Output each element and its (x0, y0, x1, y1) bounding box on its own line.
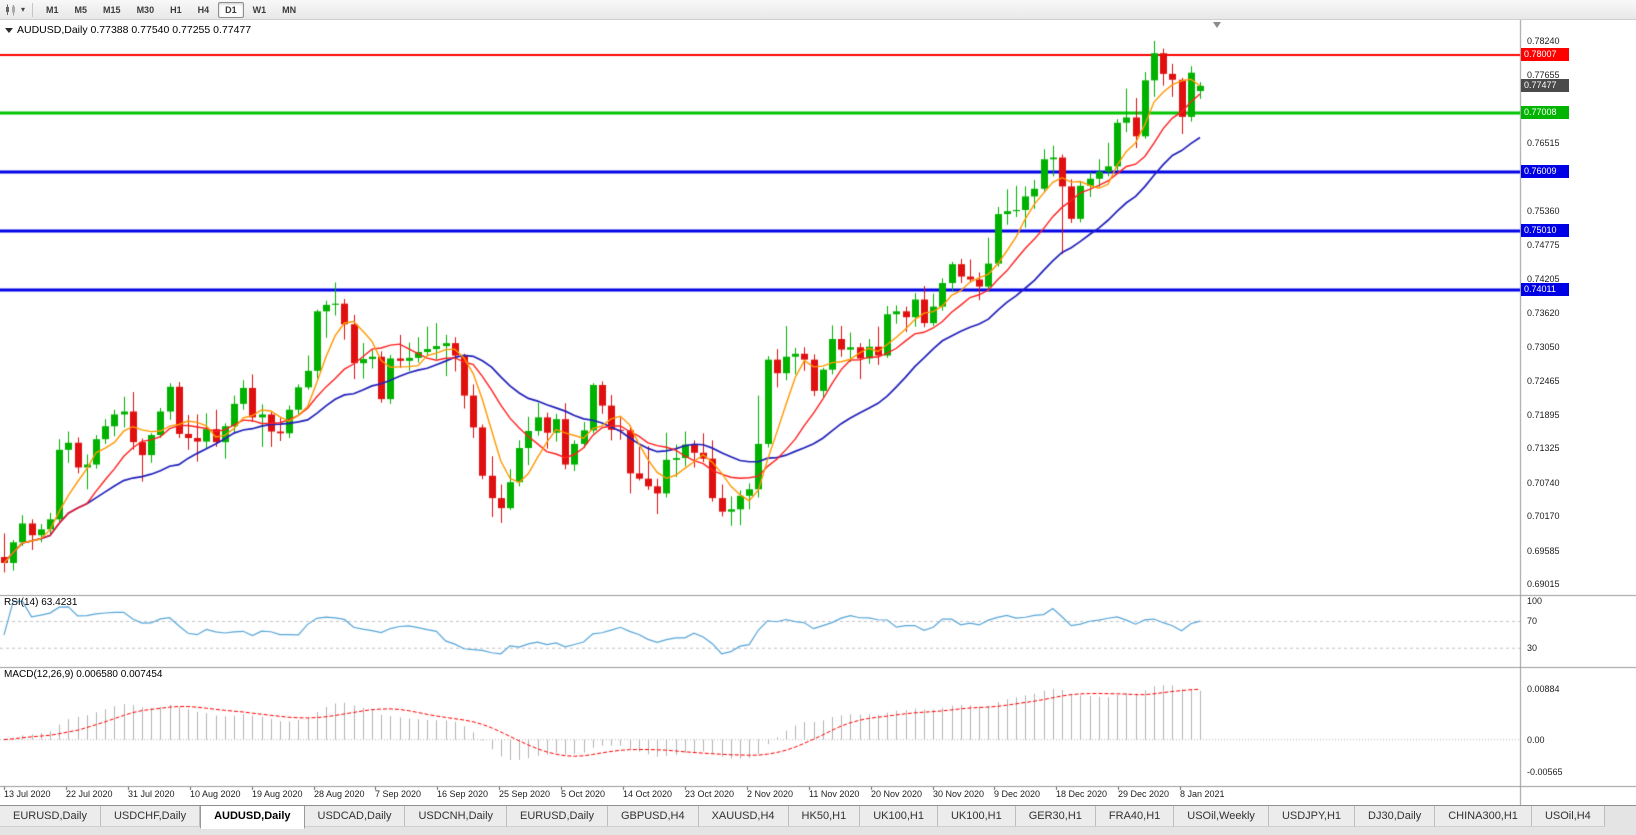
timeframe-button-h1[interactable]: H1 (170, 4, 182, 15)
chart-tab-usdcnh-daily[interactable]: USDCNH,Daily (405, 806, 508, 827)
chart-tab-usoil-h4[interactable]: USOil,H4 (1531, 806, 1605, 827)
timeframe-button-m30[interactable]: M30 (136, 4, 155, 15)
chart-tab-hk50-h1[interactable]: HK50,H1 (788, 806, 861, 827)
chart-canvas[interactable] (0, 20, 1636, 805)
timeframe-button-d1[interactable]: D1 (218, 1, 244, 18)
chart-tab-usoil-weekly[interactable]: USOil,Weekly (1174, 806, 1269, 827)
chart-tab-dj30-daily[interactable]: DJ30,Daily (1355, 806, 1436, 827)
timeframe-buttons: M1 M5 M15 M30 H1 H4 D1 W1 MN (38, 1, 304, 18)
timeframe-button-h4[interactable]: H4 (197, 4, 210, 15)
chart-tabs: EURUSD,Daily USDCHF,Daily AUDUSD,Daily USDC… (0, 805, 1636, 835)
time-axis[interactable] (0, 787, 1520, 805)
price-axis[interactable] (1520, 20, 1636, 786)
chart-tab-fra40-h1[interactable]: FRA40,H1 (1095, 806, 1175, 827)
chart-tab-usdchf-daily[interactable]: USDCHF,Daily (100, 806, 201, 827)
chart-tab-uk100-h1[interactable]: UK100,H1 (860, 806, 938, 827)
chart-tab-audusd-daily[interactable]: AUDUSD,Daily (200, 806, 305, 829)
candlestick-chart-icon[interactable] (4, 4, 18, 16)
timeframe-button-m1[interactable]: M1 (46, 4, 59, 15)
macd-label: MACD(12,26,9) 0.006580 0.007454 (4, 669, 163, 680)
timeframe-button-w1[interactable]: W1 (252, 4, 267, 15)
chart-tab-china300-h1[interactable]: CHINA300,H1 (1435, 806, 1532, 827)
chart-ohlc-text: AUDUSD,Daily 0.77388 0.77540 0.77255 0.7… (17, 24, 252, 36)
chart-tab-xauusd-h4[interactable]: XAUUSD,H4 (698, 806, 789, 827)
toolbar-separator (32, 2, 34, 17)
chart-tab-usdcad-daily[interactable]: USDCAD,Daily (304, 806, 406, 827)
chart-type-caret-icon[interactable]: ▾ (21, 5, 26, 14)
chart-tab-eurusd-daily[interactable]: EURUSD,Daily (507, 806, 608, 827)
chart-title: AUDUSD,Daily 0.77388 0.77540 0.77255 0.7… (5, 24, 251, 36)
chart-shift-marker-icon[interactable] (1213, 22, 1221, 28)
chart-tab-uk100-h1[interactable]: UK100,H1 (937, 806, 1016, 827)
chart-tab-ger30-h1[interactable]: GER30,H1 (1015, 806, 1096, 827)
timeframe-toolbar: ▾ M1 M5 M15 M30 H1 H4 D1 W1 MN (0, 0, 1636, 20)
timeframe-button-m15[interactable]: M15 (103, 4, 121, 15)
chart-tab-eurusd-daily[interactable]: EURUSD,Daily (0, 806, 101, 827)
chart-tab-gbpusd-h4[interactable]: GBPUSD,H4 (608, 806, 699, 827)
chart-tab-usdjpy-h1[interactable]: USDJPY,H1 (1268, 806, 1356, 827)
collapse-triangle-icon[interactable] (5, 28, 13, 33)
timeframe-button-mn[interactable]: MN (282, 4, 297, 15)
rsi-label: RSI(14) 63.4231 (4, 597, 78, 608)
timeframe-button-m5[interactable]: M5 (74, 4, 88, 15)
